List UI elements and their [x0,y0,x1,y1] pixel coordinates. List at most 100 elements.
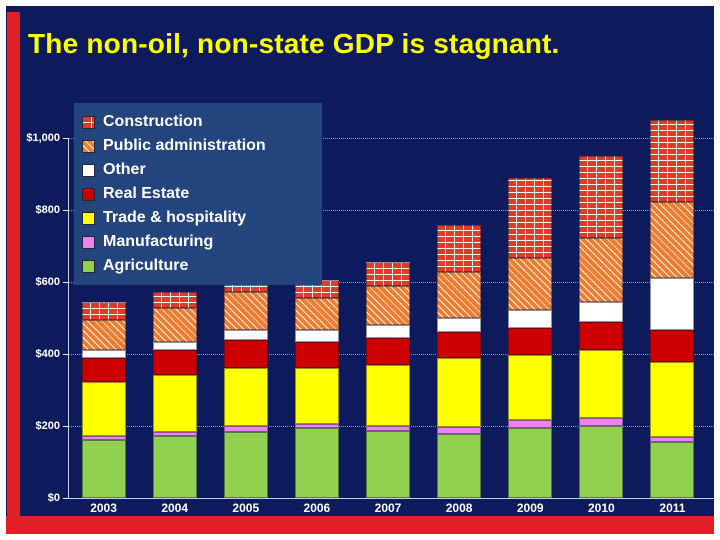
y-tick-200 [63,426,68,427]
segment-public-administration [508,258,553,311]
segment-real-estate [650,329,695,362]
segment-real-estate [579,321,624,351]
segment-trade-hospitality [650,361,695,437]
segment-real-estate [437,332,482,358]
x-axis-label-2010: 2010 [587,501,615,515]
segment-public-administration [223,292,268,330]
segment-construction [508,178,553,259]
bar-2007 [366,262,410,498]
accent-bar-left [7,12,20,534]
segment-other [152,342,197,351]
y-axis-label: $1,000 [26,132,60,144]
segment-manufacturing [152,432,197,437]
y-tick-1000 [63,138,68,139]
bar-2006 [294,280,339,498]
segment-manufacturing [223,426,268,433]
segment-other [437,318,482,333]
x-axis-label-2011: 2011 [659,501,686,515]
segment-other [650,278,695,330]
slide: The non-oil, non-state GDP is stagnant. … [6,6,714,534]
segment-other [508,310,553,329]
segment-construction [366,262,410,287]
segment-construction [152,292,197,308]
segment-construction [81,302,126,321]
segment-agriculture [437,433,482,498]
segment-other [579,301,624,322]
segment-public-administration [650,202,695,279]
x-axis-label-2006: 2006 [303,501,331,515]
segment-trade-hospitality [437,357,482,428]
slide-title: The non-oil, non-state GDP is stagnant. [28,28,560,59]
x-axis-label-2008: 2008 [445,501,473,515]
segment-construction [437,224,482,272]
segment-agriculture [81,440,126,498]
bar-2004 [152,292,197,498]
segment-agriculture [579,425,624,498]
legend-label: Public administration [103,137,266,154]
gridline-1000 [68,138,714,139]
y-tick-400 [63,354,68,355]
legend-item-agriculture: Agriculture [82,254,314,278]
segment-public-administration [152,307,197,343]
segment-agriculture [650,441,695,498]
legend-item-real-estate: Real Estate [82,182,314,206]
y-axis-label: $400 [35,348,60,360]
segment-manufacturing [650,436,695,442]
bar-2003 [81,302,126,498]
segment-real-estate [81,357,126,383]
legend-swatch-agriculture [82,259,95,273]
bar-2010 [579,155,624,498]
gridline-800 [68,210,714,211]
segment-construction [579,155,624,238]
segment-trade-hospitality [152,374,197,433]
segment-trade-hospitality [579,350,624,419]
legend-item-other: Other [82,158,314,182]
segment-construction [650,120,695,203]
segment-other [366,325,410,339]
bar-2005 [223,278,268,498]
segment-public-administration [437,271,482,319]
segment-public-administration [366,286,410,326]
segment-agriculture [366,431,410,498]
segment-manufacturing [508,420,553,429]
y-axis-label: $200 [35,420,60,432]
x-axis-label-2003: 2003 [90,501,117,515]
y-tick-600 [63,282,68,283]
legend-swatch-construction [82,115,95,129]
legend-swatch-manufacturing [82,235,95,249]
legend-label: Manufacturing [103,233,214,250]
segment-trade-hospitality [508,355,553,421]
stacked-bar-chart: $0 $200 $400 $600 $800 $1,000 2003 2004 2005 200… [6,6,714,534]
x-axis-label-2009: 2009 [516,501,544,515]
segment-manufacturing [366,426,410,432]
y-axis-line [68,138,69,498]
segment-real-estate [223,339,268,369]
y-axis-label: $600 [35,276,60,288]
segment-manufacturing [437,427,482,434]
segment-public-administration [294,298,339,331]
legend-label: Other [103,161,146,178]
y-axis-label: $800 [35,204,60,216]
legend-swatch-trade-hospitality [82,211,95,225]
segment-other [81,350,126,358]
legend-label: Construction [103,113,203,130]
segment-agriculture [152,436,197,498]
segment-real-estate [366,338,410,366]
y-axis-label: $0 [47,492,60,504]
legend-item-public-administration: Public administration [82,134,314,158]
legend-swatch-real-estate [82,187,95,201]
segment-real-estate [508,328,553,356]
gridline-0 [68,498,714,499]
segment-agriculture [223,432,268,498]
segment-other [294,330,339,343]
segment-manufacturing [294,424,339,429]
segment-trade-hospitality [223,368,268,426]
segment-real-estate [294,342,339,369]
legend: Construction Public administration Other Re… [74,103,322,285]
segment-agriculture [294,428,339,498]
legend-label: Trade & hospitality [103,209,247,226]
legend-item-trade-hospitality: Trade & hospitality [82,206,314,230]
segment-real-estate [152,350,197,375]
legend-item-construction: Construction [82,110,314,134]
x-axis-label-2005: 2005 [232,501,260,515]
